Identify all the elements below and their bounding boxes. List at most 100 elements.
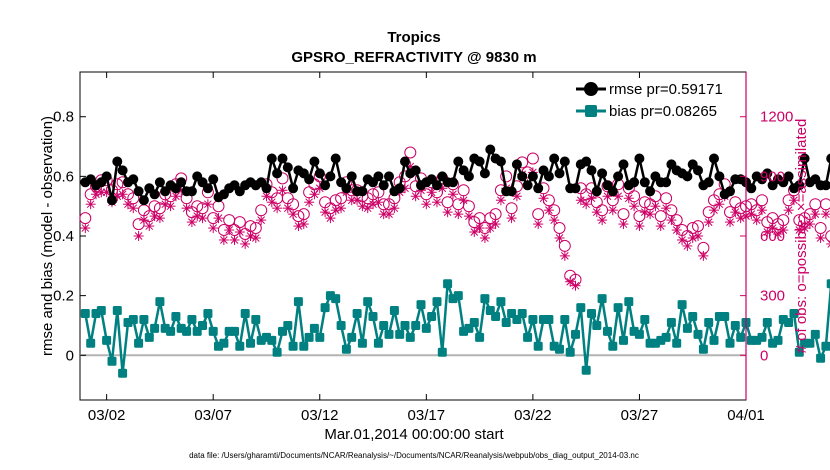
bias-point bbox=[438, 348, 447, 357]
y-tick-label: 0.2 bbox=[53, 288, 74, 305]
bias-point bbox=[821, 342, 830, 351]
bias-point bbox=[187, 315, 196, 324]
rmse-point bbox=[704, 177, 714, 187]
assimilated-obs-point bbox=[634, 221, 644, 231]
rmse-point bbox=[203, 183, 213, 193]
y2-tick-label: 900 bbox=[760, 168, 785, 185]
bias-point bbox=[129, 315, 138, 324]
bias-point bbox=[97, 306, 106, 315]
rmse-point bbox=[112, 157, 122, 167]
assimilated-obs-point bbox=[421, 199, 431, 209]
bias-point bbox=[219, 339, 228, 348]
bias-point bbox=[81, 309, 90, 318]
y-axis-label: rmse and bias (model - observation) bbox=[39, 116, 56, 356]
bias-point bbox=[608, 342, 617, 351]
bias-point bbox=[704, 318, 713, 327]
rmse-point bbox=[619, 159, 629, 169]
bias-point bbox=[624, 297, 633, 306]
bias-point bbox=[118, 369, 127, 378]
chart-subtitle: GPSRO_REFRACTIVITY @ 9830 m bbox=[291, 49, 536, 66]
rmse-point bbox=[453, 157, 463, 167]
legend-bias-label: bias pr=0.08265 bbox=[609, 103, 717, 120]
assimilated-obs-point bbox=[230, 235, 240, 245]
rmse-point bbox=[480, 168, 490, 178]
assimilated-obs-point bbox=[235, 227, 245, 237]
y2-tick-label: 1200 bbox=[760, 109, 793, 126]
y2-axis-label: # of obs: o=possible; ×=assimilated bbox=[793, 119, 810, 354]
assimilated-obs-point bbox=[325, 213, 335, 223]
assimilated-obs-point bbox=[224, 225, 234, 235]
assimilated-obs-point bbox=[661, 203, 671, 213]
rmse-point bbox=[634, 154, 644, 164]
rmse-point bbox=[267, 154, 277, 164]
bias-point bbox=[555, 345, 564, 354]
rmse-point bbox=[645, 186, 655, 196]
bias-point bbox=[166, 327, 175, 336]
bias-point bbox=[496, 297, 505, 306]
rmse-point bbox=[571, 183, 581, 193]
bias-point bbox=[518, 309, 527, 318]
assimilated-obs-point bbox=[810, 209, 820, 219]
rmse-point bbox=[528, 171, 538, 181]
assimilated-obs-point bbox=[288, 209, 298, 219]
assimilated-obs-point bbox=[443, 207, 453, 217]
assimilated-obs-point bbox=[752, 215, 762, 225]
rmse-point bbox=[118, 165, 128, 175]
rmse-point bbox=[725, 186, 735, 196]
rmse-point bbox=[155, 177, 165, 187]
bias-point bbox=[491, 312, 500, 321]
legend-rmse-label: rmse pr=0.59171 bbox=[609, 81, 723, 98]
rmse-point bbox=[640, 177, 650, 187]
bias-point bbox=[731, 321, 740, 330]
bias-point bbox=[422, 324, 431, 333]
rmse-point bbox=[325, 171, 335, 181]
assimilated-obs-point bbox=[336, 203, 346, 213]
rmse-point bbox=[485, 145, 495, 155]
legend-bias-marker bbox=[585, 105, 597, 117]
bias-point bbox=[347, 333, 356, 342]
assimilated-obs-point bbox=[251, 233, 261, 243]
chart: Tropics GPSRO_REFRACTIVITY @ 9830 m 03/0… bbox=[0, 0, 830, 470]
x-tick-label: 04/01 bbox=[727, 407, 765, 424]
rmse-point bbox=[523, 180, 533, 190]
rmse-point bbox=[714, 171, 724, 181]
bias-point bbox=[662, 333, 671, 342]
bias-point bbox=[763, 318, 772, 327]
bias-point bbox=[560, 315, 569, 324]
bias-point bbox=[203, 309, 212, 318]
assimilated-obs-point bbox=[645, 209, 655, 219]
assimilated-obs-point bbox=[182, 203, 192, 213]
bias-point bbox=[86, 339, 95, 348]
bias-point bbox=[678, 300, 687, 309]
bias-point bbox=[603, 327, 612, 336]
assimilated-obs-point bbox=[698, 251, 708, 261]
rmse-point bbox=[746, 183, 756, 193]
bias-point bbox=[614, 303, 623, 312]
assimilated-obs-point bbox=[693, 231, 703, 241]
rmse-point bbox=[496, 157, 506, 167]
rmse-point bbox=[587, 165, 597, 175]
bias-point bbox=[358, 339, 367, 348]
assimilated-obs-point bbox=[560, 251, 570, 261]
rmse-point bbox=[448, 177, 458, 187]
assimilated-obs-point bbox=[277, 185, 287, 195]
bias-point bbox=[417, 300, 426, 309]
assimilated-obs-point bbox=[496, 195, 506, 205]
bias-point bbox=[342, 345, 351, 354]
bias-point bbox=[198, 321, 207, 330]
assimilated-obs-point bbox=[826, 239, 830, 249]
assimilated-obs-point bbox=[624, 193, 634, 203]
bias-point bbox=[582, 366, 591, 375]
bias-point bbox=[774, 336, 783, 345]
assimilated-obs-point bbox=[155, 213, 165, 223]
bias-point bbox=[502, 318, 511, 327]
possible-obs-point bbox=[810, 199, 821, 210]
assimilated-obs-point bbox=[198, 213, 208, 223]
bias-point bbox=[401, 321, 410, 330]
x-tick-label: 03/27 bbox=[621, 407, 659, 424]
bias-point bbox=[363, 297, 372, 306]
bias-point bbox=[640, 315, 649, 324]
bias-point bbox=[619, 336, 628, 345]
assimilated-obs-point bbox=[491, 219, 501, 229]
bias-point bbox=[544, 315, 553, 324]
